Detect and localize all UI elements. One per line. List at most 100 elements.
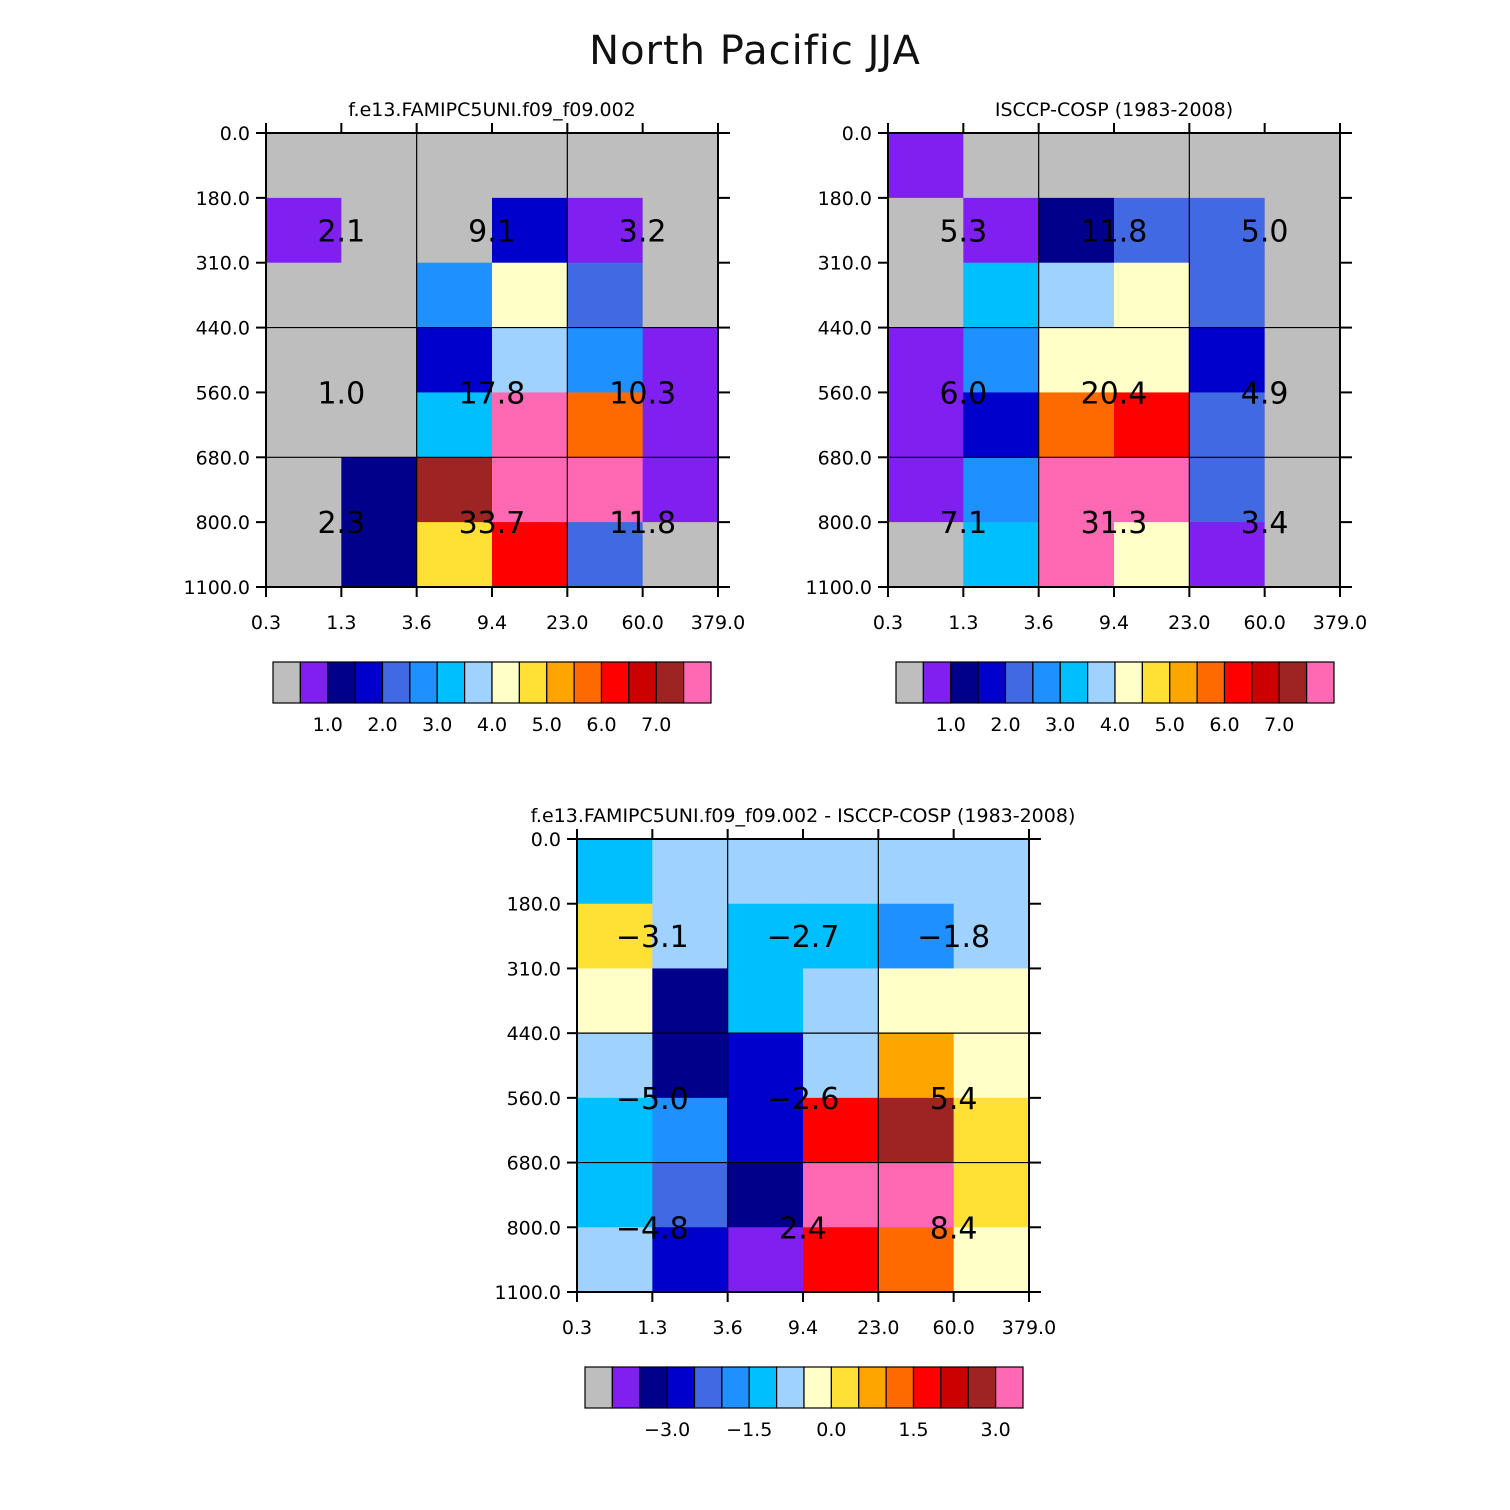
- cell-value-label: 5.4: [930, 1082, 978, 1117]
- x-tick-label: 379.0: [1002, 1317, 1056, 1339]
- colorbar-label: 7.0: [1264, 714, 1294, 736]
- heatmap-cell: [953, 1227, 1030, 1293]
- heatmap-cell: [1114, 392, 1190, 458]
- heatmap-cell: [567, 262, 644, 329]
- heatmap-cell: [642, 522, 719, 588]
- cell-value-label: 5.0: [1241, 214, 1289, 249]
- heatmap-cell: [1264, 522, 1341, 588]
- colorbar-box: [922, 661, 952, 704]
- colorbar-box: [666, 1366, 696, 1409]
- colorbar-label: 2.0: [990, 714, 1020, 736]
- heatmap-cell: [416, 327, 493, 393]
- heatmap-cell: [1189, 392, 1266, 458]
- colorbar-box: [354, 661, 384, 704]
- heatmap-cell: [652, 839, 729, 905]
- y-tick-label: 180.0: [196, 188, 250, 210]
- colorbar-box: [611, 1366, 641, 1409]
- y-tick-label: 0.0: [531, 829, 561, 851]
- x-tick-label: 9.4: [477, 612, 507, 634]
- x-tick-label: 23.0: [857, 1317, 899, 1339]
- heatmap-cell: [652, 1097, 729, 1164]
- heatmap-cell: [1038, 197, 1115, 264]
- heatmap-cell: [888, 457, 964, 523]
- heatmap-cell: [878, 903, 955, 969]
- colorbar-box: [950, 661, 979, 704]
- heatmap-cell: [803, 1097, 879, 1164]
- panel-observations: ISCCP-COSP (1983-2008) 5.3 11.8 5.0 6.0 20.4 4…: [806, 99, 1368, 736]
- colorbar-box: [573, 661, 603, 704]
- colorbar-label: 3.0: [1045, 714, 1075, 736]
- heatmap-cell: [652, 968, 729, 1034]
- cell-value-label: 5.3: [939, 214, 987, 249]
- x-tick-label: 0.3: [562, 1317, 592, 1339]
- x-tick-label: 60.0: [933, 1317, 975, 1339]
- x-tick-label: 60.0: [622, 612, 664, 634]
- cell-value-label: 9.1: [468, 214, 516, 249]
- heatmap-cell: [567, 133, 644, 199]
- colorbar-label: 6.0: [1209, 714, 1239, 736]
- heatmap-cell: [727, 1227, 804, 1293]
- y-tick-label: 1100.0: [806, 577, 872, 599]
- y-tick-label: 180.0: [818, 188, 872, 210]
- heatmap-cell: [727, 903, 804, 969]
- heatmap-cell: [341, 327, 418, 393]
- heatmap-cell: [567, 457, 644, 523]
- heatmap-cell: [567, 522, 644, 588]
- cell-value-label: 4.9: [1241, 376, 1289, 411]
- heatmap-cell: [1114, 262, 1190, 329]
- colorbar-box: [1141, 661, 1171, 704]
- cell-value-label: −2.7: [767, 920, 840, 955]
- heatmap-cell: [803, 1033, 879, 1099]
- x-tick-label: 1.3: [948, 612, 978, 634]
- heatmap-cell: [266, 133, 342, 199]
- x-tick-label: 23.0: [546, 612, 588, 634]
- heatmap-cell: [803, 1162, 879, 1228]
- colorbar-box: [748, 1366, 778, 1409]
- heatmap-cell: [652, 1162, 729, 1228]
- heatmap-cell: [266, 457, 342, 523]
- colorbar-box: [858, 1366, 887, 1409]
- heatmap-cell: [878, 1227, 955, 1293]
- heatmap-cell: [652, 903, 729, 969]
- y-tick-label: 560.0: [196, 382, 250, 404]
- heatmap-cell: [1189, 457, 1266, 523]
- colorbar-box: [830, 1366, 860, 1409]
- heatmap-cell: [803, 839, 879, 905]
- colorbar-box: [995, 1366, 1024, 1409]
- y-tick-label: 440.0: [196, 318, 250, 340]
- colorbar-box: [272, 661, 301, 704]
- heatmap-cell: [1114, 327, 1190, 393]
- y-tick-label: 0.0: [220, 123, 250, 145]
- heatmap-cell: [492, 457, 568, 523]
- x-tick-label: 3.6: [402, 612, 432, 634]
- x-tick-label: 23.0: [1168, 612, 1210, 634]
- heatmap-cell: [1038, 262, 1115, 329]
- colorbar-box: [1169, 661, 1198, 704]
- colorbar-label: 5.0: [532, 714, 562, 736]
- heatmap-cell: [1038, 133, 1115, 199]
- heatmap-cell: [652, 1227, 729, 1293]
- y-tick-label: 310.0: [818, 253, 872, 275]
- colorbar-box: [584, 1366, 613, 1409]
- heatmap-cell: [492, 197, 568, 264]
- heatmap-cell: [577, 1162, 653, 1228]
- cell-value-label: −3.1: [616, 920, 689, 955]
- heatmap-cell: [1038, 327, 1115, 393]
- colorbar-box: [683, 661, 712, 704]
- heatmap-cell: [341, 133, 418, 199]
- heatmap-cell: [803, 1227, 879, 1293]
- y-tick-label: 310.0: [196, 253, 250, 275]
- heatmap-cell: [416, 262, 493, 329]
- colorbar-box: [628, 661, 657, 704]
- cell-value-label: 11.8: [1081, 214, 1148, 249]
- colorbar-box: [693, 1366, 723, 1409]
- x-tick-label: 60.0: [1244, 612, 1286, 634]
- colorbar-box: [409, 661, 438, 704]
- x-tick-label: 3.6: [1024, 612, 1054, 634]
- heatmap-cell: [492, 133, 568, 199]
- panel-title: f.e13.FAMIPC5UNI.f09_f09.002: [348, 99, 636, 121]
- y-tick-label: 180.0: [507, 894, 561, 916]
- colorbar-box: [655, 661, 685, 704]
- heatmap-cell: [416, 457, 493, 523]
- colorbar-box: [1114, 661, 1143, 704]
